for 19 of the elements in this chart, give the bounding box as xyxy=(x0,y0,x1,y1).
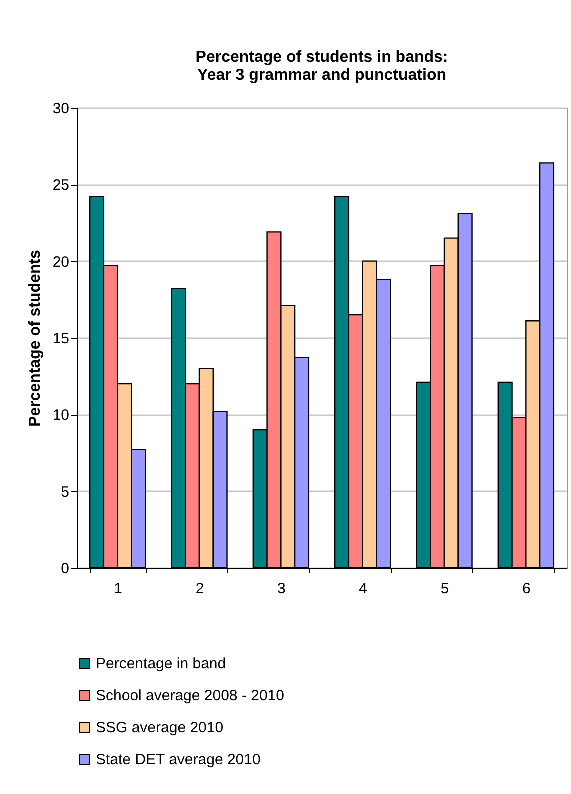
y-tick-label: 20 xyxy=(52,254,70,271)
x-tick-label: 5 xyxy=(440,580,450,598)
x-tick-label: 1 xyxy=(114,580,123,598)
y-tick-label: 10 xyxy=(52,407,70,424)
y-tick-label: 25 xyxy=(52,177,70,194)
y-tick-label: 30 xyxy=(52,100,70,118)
y-tick-label: 5 xyxy=(61,484,70,501)
legend-label: Percentage in band xyxy=(96,656,226,672)
x-tick-label: 3 xyxy=(277,580,286,598)
legend-label: State DET average 2010 xyxy=(96,752,261,768)
chart-title: Percentage of students in bands: Year 3 grammar and punctuation xyxy=(196,49,448,84)
y-axis-title: Percentage of students xyxy=(26,250,44,427)
x-tick-label: 2 xyxy=(196,580,204,598)
x-tick-label: 4 xyxy=(359,580,368,598)
y-tick-label: 0 xyxy=(61,560,70,578)
legend-label: SSG average 2010 xyxy=(96,720,224,736)
legend-label: School average 2008 - 2010 xyxy=(96,688,284,704)
x-tick-label: 6 xyxy=(522,580,531,598)
y-tick-label: 15 xyxy=(52,330,70,348)
